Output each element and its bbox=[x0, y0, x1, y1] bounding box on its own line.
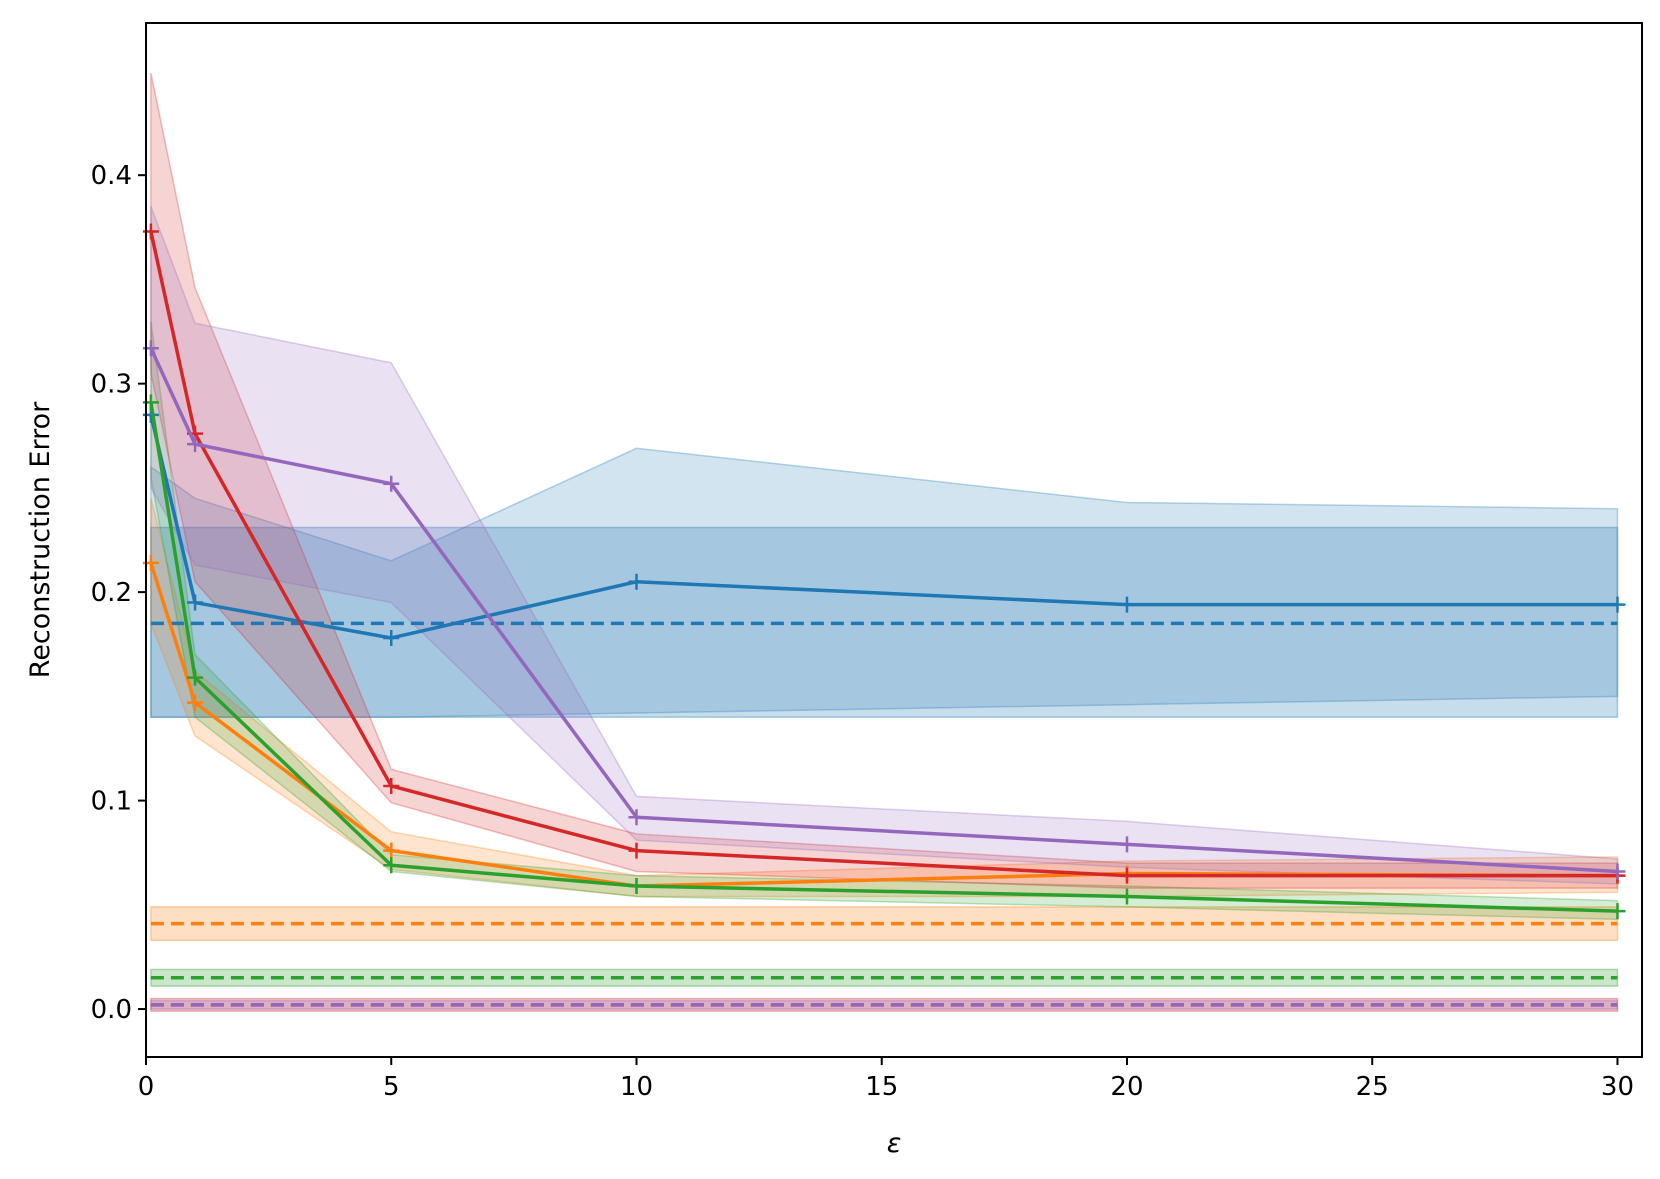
x-axis-label: ε bbox=[887, 1128, 902, 1159]
y-tick-label: 0.0 bbox=[91, 995, 132, 1025]
point-green-2 bbox=[383, 857, 400, 874]
point-blue-2 bbox=[383, 629, 400, 646]
y-axis-label: Reconstruction Error bbox=[25, 401, 56, 678]
x-tick-label: 30 bbox=[1601, 1072, 1634, 1102]
point-orange-1 bbox=[187, 694, 204, 711]
point-blue-4 bbox=[1118, 596, 1135, 613]
y-tick-label: 0.2 bbox=[91, 578, 132, 608]
x-axis: 0 5 10 15 20 25 30 bbox=[138, 1057, 1634, 1102]
axes-frame bbox=[145, 22, 1643, 1058]
band-red bbox=[150, 72, 1619, 889]
y-tick-label: 0.3 bbox=[91, 370, 132, 400]
y-axis: 0.0 0.1 0.2 0.3 0.4 bbox=[91, 161, 146, 1025]
x-tick-label: 20 bbox=[1110, 1072, 1143, 1102]
point-red-3 bbox=[628, 842, 645, 859]
band-purple bbox=[150, 206, 1619, 885]
x-tick-label: 0 bbox=[138, 1072, 155, 1102]
x-tick-label: 25 bbox=[1356, 1072, 1389, 1102]
point-green-4 bbox=[1118, 888, 1135, 905]
point-blue-5 bbox=[1609, 596, 1626, 613]
point-purple-4 bbox=[1118, 836, 1135, 853]
band-blue bbox=[150, 447, 1619, 718]
series-line-green bbox=[149, 402, 1618, 913]
series-line-blue bbox=[149, 414, 1618, 640]
series-line-purple bbox=[149, 347, 1618, 874]
point-green-5 bbox=[1609, 903, 1626, 920]
series-line-red bbox=[149, 231, 1618, 878]
point-orange-2 bbox=[383, 842, 400, 859]
point-purple-2 bbox=[383, 475, 400, 492]
x-tick-label: 15 bbox=[865, 1072, 898, 1102]
plot-area bbox=[142, 72, 1626, 1012]
y-tick-label: 0.1 bbox=[91, 787, 132, 817]
point-blue-3 bbox=[628, 573, 645, 590]
point-purple-5 bbox=[1609, 863, 1626, 880]
point-purple-3 bbox=[628, 809, 645, 826]
point-red-2 bbox=[383, 777, 400, 794]
point-purple-1 bbox=[187, 436, 204, 453]
band-orange bbox=[150, 498, 1619, 898]
point-blue-1 bbox=[187, 594, 204, 611]
x-tick-label: 10 bbox=[620, 1072, 653, 1102]
y-tick-label: 0.4 bbox=[91, 161, 132, 191]
point-green-3 bbox=[628, 878, 645, 895]
point-green-1 bbox=[187, 669, 204, 686]
point-red-4 bbox=[1118, 867, 1135, 884]
x-tick-label: 5 bbox=[383, 1072, 400, 1102]
